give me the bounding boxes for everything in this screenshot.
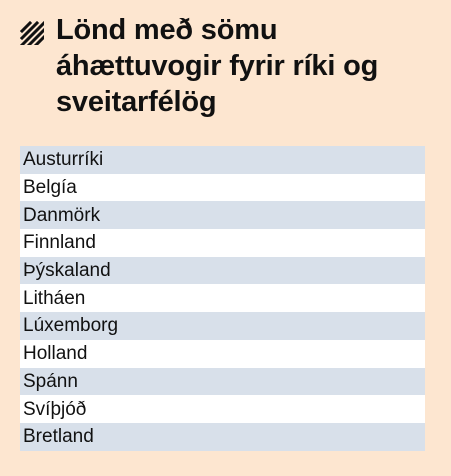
country-cell: Bretland	[20, 422, 425, 451]
country-cell: Belgía	[20, 173, 425, 202]
table-row: Spánn	[20, 367, 425, 396]
diagonal-hatch-icon	[20, 21, 44, 45]
table-row: Danmörk	[20, 201, 425, 230]
country-cell: Svíþjóð	[20, 395, 425, 423]
table-row: Finnland	[20, 229, 425, 257]
table-row: Litháen	[20, 284, 425, 313]
country-cell: Danmörk	[20, 201, 425, 230]
country-cell: Lúxemborg	[20, 312, 425, 340]
country-cell: Finnland	[20, 229, 425, 257]
table-row: Austurríki	[20, 146, 425, 174]
table-row: Holland	[20, 339, 425, 368]
table-row: Belgía	[20, 173, 425, 202]
table-row: Svíþjóð	[20, 395, 425, 423]
table-row: Lúxemborg	[20, 312, 425, 340]
country-cell: Holland	[20, 339, 425, 368]
country-table: Austurríki Belgía Danmörk Finnland Þýska…	[20, 146, 425, 451]
table-row: Þýskaland	[20, 256, 425, 285]
country-cell: Austurríki	[20, 146, 425, 174]
country-cell: Spánn	[20, 367, 425, 396]
country-cell: Þýskaland	[20, 256, 425, 285]
page-title: Lönd með sömu áhættuvogir fyrir ríki og …	[56, 14, 379, 118]
country-cell: Litháen	[20, 284, 425, 313]
table-row: Bretland	[20, 422, 425, 451]
